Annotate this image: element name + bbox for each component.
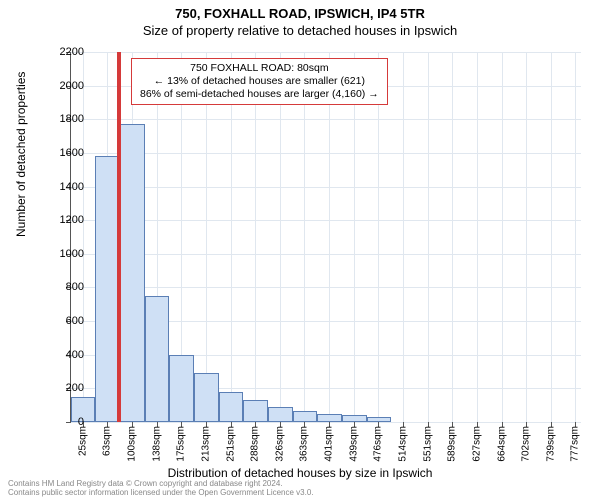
xtick-label: 589sqm <box>447 426 458 462</box>
ytick-label: 1800 <box>44 113 84 125</box>
xtick-label: 100sqm <box>127 426 138 462</box>
gridline-vertical <box>378 52 379 422</box>
annotation-line: 750 FOXHALL ROAD: 80sqm <box>140 62 379 75</box>
xtick-label: 326sqm <box>275 426 286 462</box>
xtick-label: 514sqm <box>398 426 409 462</box>
gridline-vertical <box>255 52 256 422</box>
gridline-horizontal <box>71 254 581 255</box>
xtick-label: 777sqm <box>570 426 581 462</box>
histogram-bar <box>342 415 367 422</box>
xtick-label: 288sqm <box>250 426 261 462</box>
x-axis-label: Distribution of detached houses by size … <box>0 466 600 480</box>
histogram-bar <box>317 414 342 422</box>
xtick-label: 627sqm <box>472 426 483 462</box>
gridline-vertical <box>206 52 207 422</box>
gridline-vertical <box>526 52 527 422</box>
ytick-label: 1200 <box>44 214 84 226</box>
y-axis-label: Number of detached properties <box>14 72 28 237</box>
xtick-label: 213sqm <box>201 426 212 462</box>
histogram-bar <box>120 124 145 422</box>
annotation-line: ← 13% of detached houses are smaller (62… <box>140 75 379 88</box>
xtick-label: 363sqm <box>299 426 310 462</box>
ytick-label: 1600 <box>44 147 84 159</box>
ytick-label: 1400 <box>44 181 84 193</box>
xtick-label: 702sqm <box>521 426 532 462</box>
ytick-label: 800 <box>44 281 84 293</box>
gridline-vertical <box>551 52 552 422</box>
footer-attribution: Contains HM Land Registry data © Crown c… <box>8 480 314 498</box>
gridline-horizontal <box>71 52 581 53</box>
gridline-horizontal <box>71 187 581 188</box>
gridline-vertical <box>304 52 305 422</box>
histogram-bar <box>169 355 194 422</box>
ytick-label: 600 <box>44 315 84 327</box>
gridline-vertical <box>83 52 84 422</box>
xtick-label: 664sqm <box>497 426 508 462</box>
gridline-horizontal <box>71 287 581 288</box>
xtick-label: 476sqm <box>373 426 384 462</box>
xtick-label: 138sqm <box>152 426 163 462</box>
gridline-horizontal <box>71 119 581 120</box>
histogram-bar <box>268 407 293 422</box>
xtick-label: 551sqm <box>423 426 434 462</box>
gridline-vertical <box>575 52 576 422</box>
histogram-bar <box>194 373 219 422</box>
gridline-vertical <box>477 52 478 422</box>
gridline-vertical <box>428 52 429 422</box>
gridline-vertical <box>354 52 355 422</box>
histogram-bar <box>243 400 268 422</box>
annotation-box: 750 FOXHALL ROAD: 80sqm← 13% of detached… <box>131 58 388 105</box>
plot-region: 25sqm63sqm100sqm138sqm175sqm213sqm251sqm… <box>70 52 581 423</box>
xtick-label: 175sqm <box>176 426 187 462</box>
xtick-label: 25sqm <box>78 426 89 456</box>
page-title: 750, FOXHALL ROAD, IPSWICH, IP4 5TR <box>0 6 600 21</box>
xtick-label: 739sqm <box>546 426 557 462</box>
ytick-label: 2200 <box>44 46 84 58</box>
gridline-vertical <box>231 52 232 422</box>
gridline-horizontal <box>71 153 581 154</box>
chart-area: 25sqm63sqm100sqm138sqm175sqm213sqm251sqm… <box>70 52 580 422</box>
ytick-label: 1000 <box>44 248 84 260</box>
xtick-label: 63sqm <box>102 426 113 456</box>
histogram-bar <box>367 417 391 422</box>
ytick-label: 2000 <box>44 80 84 92</box>
gridline-vertical <box>403 52 404 422</box>
gridline-vertical <box>329 52 330 422</box>
ytick-label: 0 <box>44 416 84 428</box>
page-subtitle: Size of property relative to detached ho… <box>0 23 600 38</box>
ytick-label: 200 <box>44 382 84 394</box>
footer-line-2: Contains public sector information licen… <box>8 489 314 498</box>
histogram-bar <box>145 296 169 422</box>
xtick-label: 439sqm <box>349 426 360 462</box>
gridline-horizontal <box>71 422 581 423</box>
gridline-vertical <box>502 52 503 422</box>
histogram-bar <box>219 392 243 422</box>
ytick-label: 400 <box>44 349 84 361</box>
reference-line <box>119 52 121 422</box>
gridline-horizontal <box>71 220 581 221</box>
gridline-vertical <box>452 52 453 422</box>
xtick-label: 401sqm <box>324 426 335 462</box>
annotation-line: 86% of semi-detached houses are larger (… <box>140 88 379 101</box>
xtick-label: 251sqm <box>226 426 237 462</box>
histogram-bar <box>293 411 317 422</box>
gridline-vertical <box>280 52 281 422</box>
